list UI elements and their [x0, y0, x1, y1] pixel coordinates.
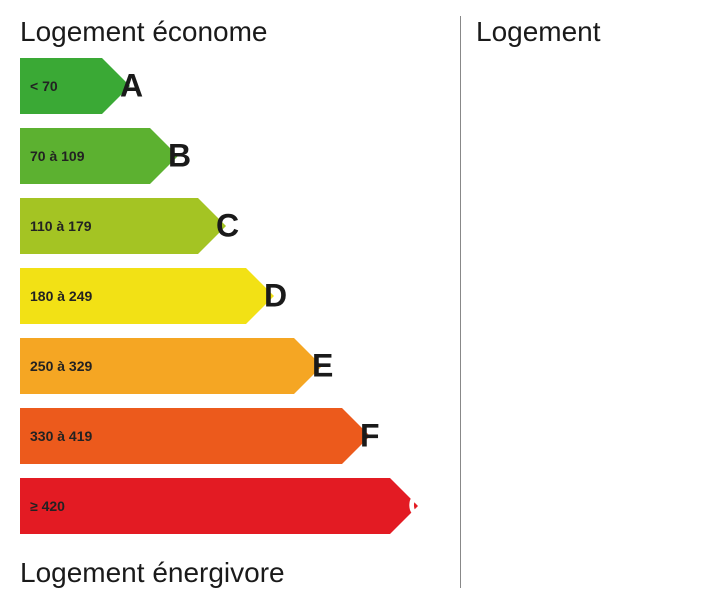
bar-letter: B: [168, 138, 191, 175]
bar-e: 250 à 329 E: [20, 338, 418, 394]
bar-letter: E: [312, 348, 333, 385]
bars-container: < 70 A 70 à 109 B 110 à 179 C 180 à 249 D 250 à …: [20, 58, 418, 548]
bar-letter: D: [264, 278, 287, 315]
bar-letter: F: [360, 418, 380, 455]
bar-b: 70 à 109 B: [20, 128, 418, 184]
bar-f: 330 à 419 F: [20, 408, 418, 464]
bar-range-label: 330 à 419: [20, 408, 342, 464]
bar-c: 110 à 179 C: [20, 198, 418, 254]
bar-d: 180 à 249 D: [20, 268, 418, 324]
bar-letter: A: [120, 68, 143, 105]
bar-range-label: 180 à 249: [20, 268, 246, 324]
bar-range-label: 70 à 109: [20, 128, 150, 184]
bar-range-label: 110 à 179: [20, 198, 198, 254]
title-right: Logement: [476, 16, 601, 48]
energy-label-chart: Logement économe Logement < 70 A 70 à 109 B…: [0, 0, 712, 605]
title-top: Logement économe: [20, 16, 268, 48]
bar-range-label: 250 à 329: [20, 338, 294, 394]
title-bottom: Logement énergivore: [20, 557, 285, 589]
bar-a: < 70 A: [20, 58, 418, 114]
bar-letter: C: [216, 208, 239, 245]
bar-range-label: < 70: [20, 58, 102, 114]
bar-range-label: ≥ 420: [20, 478, 390, 534]
bar-g: ≥ 420G: [20, 478, 418, 534]
bar-letter: G: [408, 488, 433, 525]
divider-line: [460, 16, 461, 588]
